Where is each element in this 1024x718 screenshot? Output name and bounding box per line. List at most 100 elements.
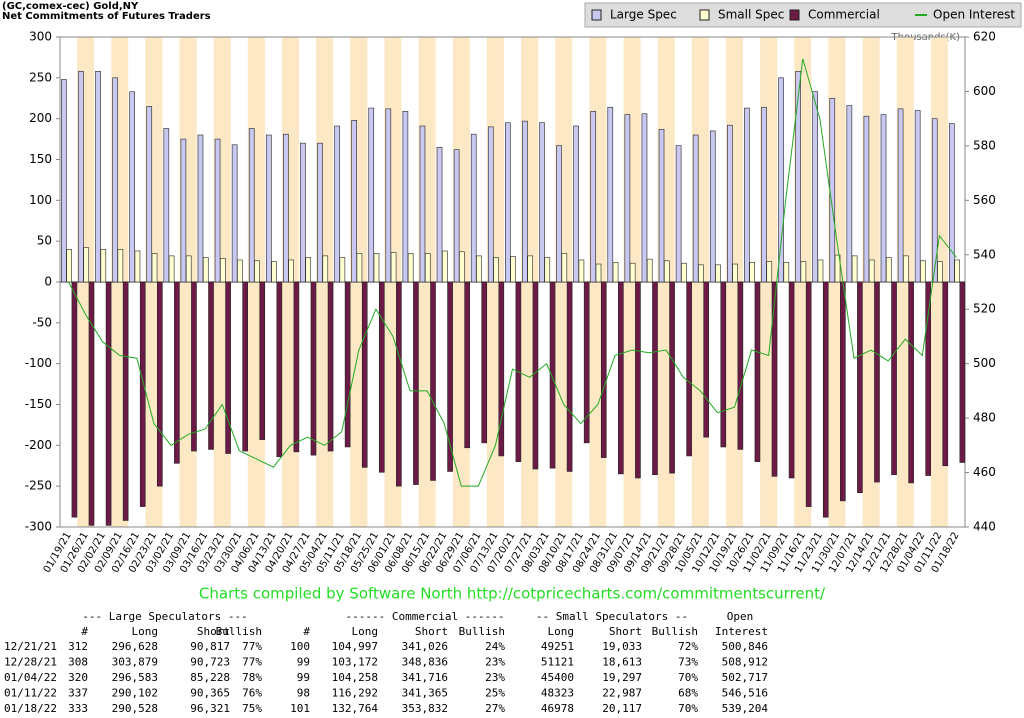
table-cell: 76% <box>242 687 262 700</box>
legend-swatch <box>789 9 800 21</box>
bar <box>641 113 648 283</box>
legend-swatch <box>699 9 710 21</box>
bar <box>761 106 767 283</box>
table-cell: 333 <box>68 702 88 714</box>
y-tick-label: 250 <box>29 70 52 84</box>
bar <box>185 255 192 283</box>
y2-tick-label: 600 <box>973 84 996 98</box>
bar <box>885 257 892 283</box>
table-cell: 90,365 <box>190 687 230 700</box>
table-cell: 101 <box>290 702 310 714</box>
legend-label: Open Interest <box>933 8 1015 22</box>
table-cell: 01/11/22 <box>4 687 57 700</box>
bar <box>419 125 426 283</box>
y-tick-label: -150 <box>25 397 52 411</box>
table-cell: 01/04/22 <box>4 671 57 684</box>
table-cell: 18,613 <box>602 656 642 669</box>
bar <box>300 142 306 283</box>
bar <box>117 249 124 283</box>
table-cell: 85,228 <box>190 671 230 684</box>
table-cell: 116,292 <box>332 687 378 700</box>
bar <box>618 281 624 475</box>
y-tick-label: 150 <box>29 152 52 166</box>
y2-tick-label: 580 <box>973 138 996 152</box>
y-tick-label: 100 <box>29 193 52 207</box>
bar <box>822 281 829 518</box>
bar <box>459 251 465 283</box>
y-tick-label: 0 <box>44 275 52 289</box>
bar <box>112 77 118 283</box>
bar <box>430 281 436 481</box>
bar <box>874 281 880 483</box>
bar <box>276 281 283 458</box>
table-cell: 99 <box>297 656 310 669</box>
y2-tick-label: 500 <box>973 356 996 370</box>
bar <box>544 257 551 283</box>
table-cell: 68% <box>678 687 698 700</box>
table-cell: 45400 <box>541 671 574 684</box>
bar <box>231 144 238 283</box>
bar <box>715 264 721 283</box>
bar <box>191 281 197 452</box>
bar <box>703 281 710 438</box>
bar <box>95 71 101 283</box>
bar <box>470 133 477 283</box>
bar <box>754 281 761 462</box>
bar <box>310 281 317 456</box>
bar <box>344 281 351 448</box>
bar <box>288 259 294 283</box>
table-cell: 27% <box>485 702 505 714</box>
table-cell: 353,832 <box>402 702 448 714</box>
bar <box>681 262 687 283</box>
bar <box>156 281 163 487</box>
y2-tick-label: 560 <box>973 193 996 207</box>
bar <box>351 120 357 283</box>
bar <box>510 256 516 283</box>
bar <box>390 252 397 283</box>
bar <box>578 259 585 283</box>
table-cell: 539,204 <box>722 702 769 714</box>
bar <box>505 122 511 283</box>
bar <box>709 130 716 283</box>
bar <box>612 262 619 283</box>
table-cell: 290,528 <box>112 702 158 714</box>
y2-tick-label: 620 <box>973 30 996 44</box>
bar <box>163 128 170 283</box>
bar <box>237 259 243 283</box>
table-cell: 51121 <box>541 656 574 669</box>
table-cell: 296,583 <box>112 671 158 684</box>
table-cell: 341,365 <box>402 687 448 700</box>
y-tick-label: -300 <box>25 520 52 534</box>
bar <box>61 79 67 283</box>
bar <box>737 281 744 450</box>
table-cell: 78% <box>242 671 262 684</box>
table-cell: 500,846 <box>722 640 768 653</box>
bar <box>686 281 692 457</box>
bar <box>903 255 909 283</box>
table-cell: 48323 <box>541 687 574 700</box>
table-cell: 99 <box>297 671 310 684</box>
bar <box>214 138 221 283</box>
table-cell: 77% <box>242 640 262 653</box>
bar <box>908 281 914 484</box>
table-cell: 22,987 <box>602 687 642 700</box>
table-group: ------ Commercial ------ <box>346 610 505 623</box>
bar <box>658 128 665 283</box>
table-cell: 96,321 <box>190 702 230 714</box>
bar <box>168 255 175 283</box>
bar <box>402 111 409 283</box>
table-cell: 23% <box>485 656 505 669</box>
table-cell: 296,628 <box>112 640 158 653</box>
table-cell: 12/28/21 <box>4 656 57 669</box>
bar <box>453 149 460 283</box>
bar <box>771 281 778 477</box>
bar <box>527 255 533 283</box>
legend-label: Commercial <box>808 8 880 22</box>
bar <box>788 281 795 479</box>
bar <box>573 125 579 283</box>
chart-title: (GC,comex-cec) Gold,NY <box>2 1 139 12</box>
bar <box>600 281 607 458</box>
bar <box>368 107 375 283</box>
table-group: --- Large Speculators --- <box>82 610 248 623</box>
